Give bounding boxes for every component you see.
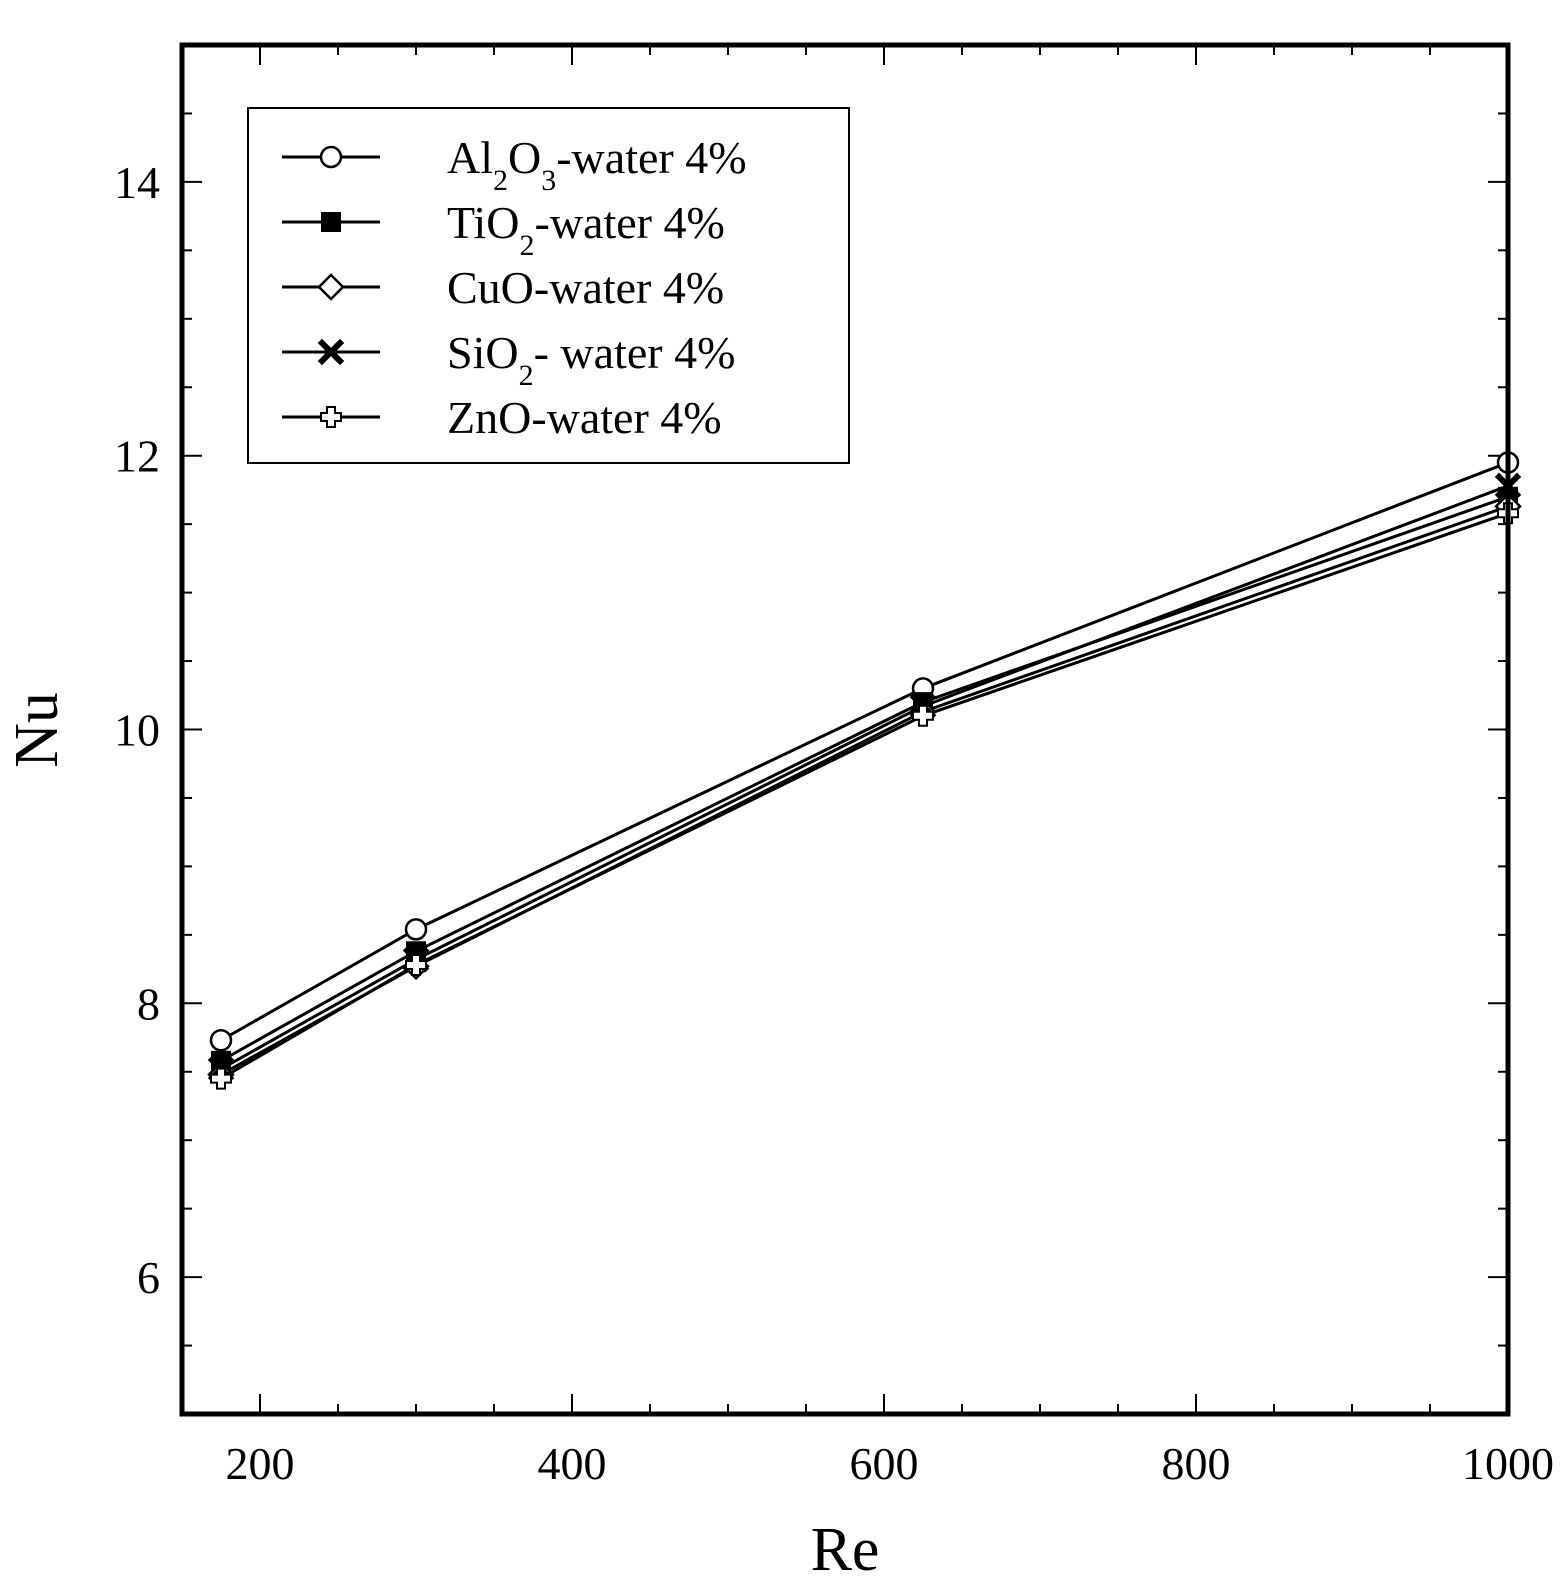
- x-axis-title: Re: [811, 1516, 880, 1583]
- marker-shape: [319, 145, 343, 169]
- series-1: [211, 486, 1518, 1071]
- legend-label: TiO2-water 4%: [447, 197, 725, 262]
- data-point: [209, 1029, 233, 1052]
- x-tick-label: 800: [1162, 1438, 1231, 1489]
- y-tick-label: 14: [114, 157, 160, 208]
- series-line: [220, 495, 1509, 1063]
- legend-marker: [319, 145, 343, 169]
- legend-marker: [321, 212, 341, 232]
- data-point: [404, 918, 428, 941]
- legend-marker: [317, 273, 345, 301]
- marker-shape: [209, 1029, 233, 1052]
- data-point: [210, 1067, 232, 1090]
- x-tick-label: 200: [226, 1438, 295, 1489]
- series-line: [220, 484, 1509, 1071]
- y-axis-title: Nu: [3, 692, 71, 768]
- marker-shape: [317, 338, 345, 366]
- marker-shape: [404, 918, 428, 941]
- plot-frame: [179, 42, 1511, 1417]
- legend-entry: Al2O3-water 4%: [282, 132, 747, 197]
- legend-marker: [320, 406, 342, 428]
- series-4: [210, 502, 1519, 1090]
- series-line: [220, 504, 1509, 1076]
- y-tick-label: 10: [114, 705, 160, 756]
- legend-label: SiO2- water 4%: [447, 327, 735, 392]
- legend-label: CuO-water 4%: [447, 262, 724, 313]
- marker-shape: [320, 406, 342, 428]
- x-tick-label: 1000: [1462, 1438, 1554, 1489]
- legend-label: ZnO-water 4%: [447, 392, 722, 443]
- series-2: [207, 492, 1522, 1089]
- legend-entry: CuO-water 4%: [282, 262, 724, 313]
- legend: Al2O3-water 4%TiO2-water 4%CuO-water 4% S…: [247, 107, 850, 464]
- marker-shape: [321, 212, 341, 232]
- y-tick-label: 6: [137, 1252, 160, 1303]
- x-tick-label: 600: [850, 1438, 919, 1489]
- series-layer: [207, 451, 1522, 1090]
- legend-label: Al2O3-water 4%: [447, 132, 747, 197]
- series-line: [220, 511, 1509, 1080]
- marker-shape: [405, 953, 427, 976]
- marker-shape: [210, 1067, 232, 1090]
- marker-shape: [317, 273, 345, 301]
- ticks-layer: 200 400 600 800 1000 6 8 10 12 14: [114, 44, 1554, 1489]
- marker-shape: [912, 704, 934, 727]
- data-point: [912, 704, 934, 727]
- legend-entry: TiO2-water 4%: [282, 197, 725, 262]
- y-tick-label: 12: [114, 431, 160, 482]
- data-point: [405, 953, 427, 976]
- series-line: [220, 461, 1509, 1042]
- series-3: [207, 472, 1522, 1083]
- legend-entry: ZnO-water 4%: [282, 392, 722, 443]
- y-tick-label: 8: [137, 978, 160, 1029]
- legend-entry: SiO2- water 4%: [282, 327, 735, 392]
- legend-marker: [317, 338, 345, 366]
- x-tick-label: 400: [538, 1438, 607, 1489]
